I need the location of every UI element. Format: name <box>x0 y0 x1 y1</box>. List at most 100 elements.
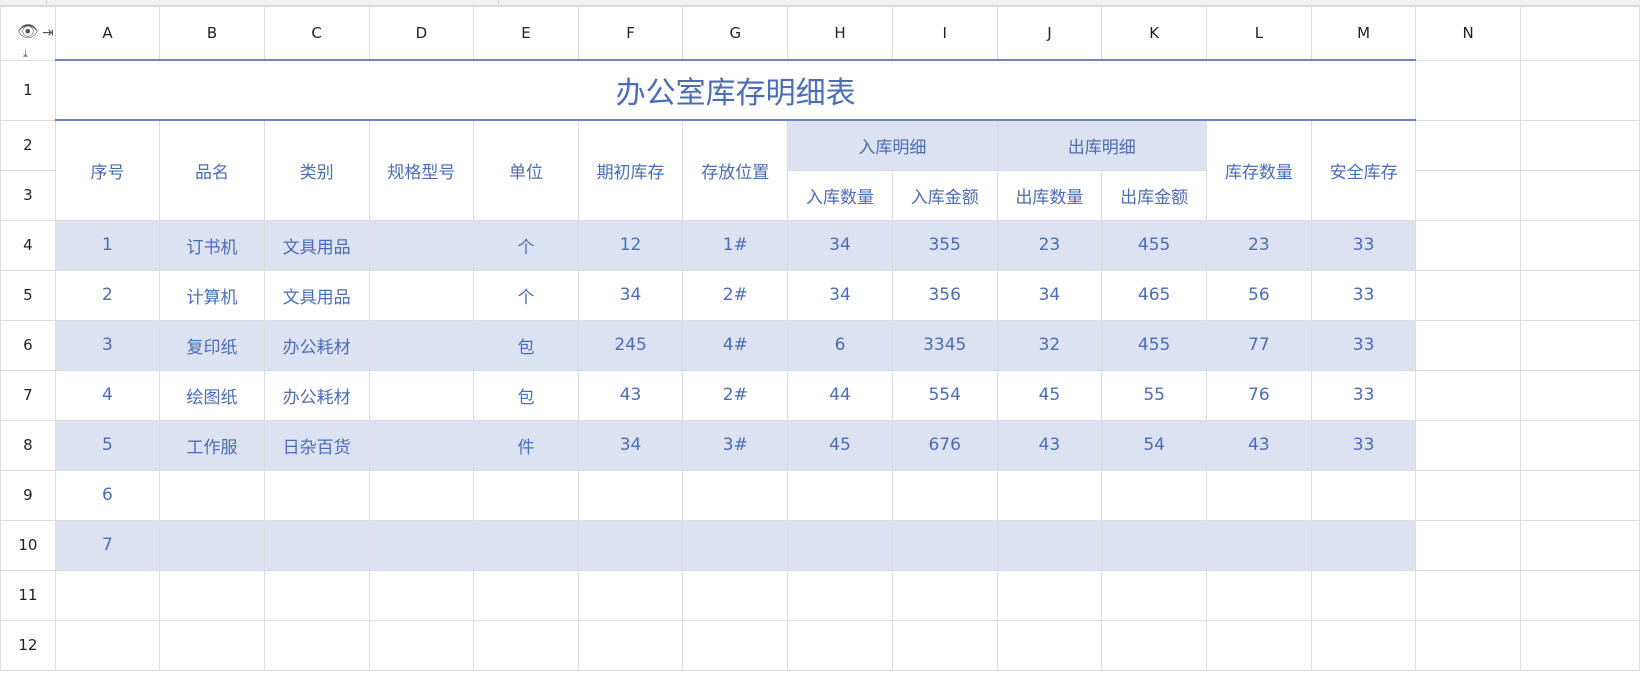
collapse-rows-icon[interactable]: ⤓ <box>23 47 28 60</box>
header-stock-qty[interactable]: 库存数量 <box>1206 119 1312 221</box>
cell[interactable] <box>787 569 893 621</box>
header-name[interactable]: 品名 <box>159 119 265 221</box>
cell[interactable] <box>1415 319 1521 371</box>
item-cell[interactable] <box>473 519 579 571</box>
item-cell[interactable]: 文具用品 <box>263 269 370 321</box>
item-cell[interactable]: 245 <box>577 319 684 371</box>
item-cell[interactable]: 45 <box>787 419 893 471</box>
item-cell[interactable]: 4 <box>54 369 161 421</box>
item-cell[interactable]: 34 <box>577 419 684 471</box>
item-cell[interactable] <box>368 369 475 421</box>
item-cell[interactable]: 3 <box>54 319 161 371</box>
item-cell[interactable] <box>787 469 893 521</box>
row-header-10[interactable]: 10 <box>0 519 56 571</box>
cell[interactable] <box>891 619 998 671</box>
cell[interactable] <box>1101 619 1208 671</box>
item-cell[interactable]: 日杂百货 <box>263 419 370 471</box>
formula-bar[interactable] <box>47 0 499 4</box>
item-cell[interactable] <box>263 519 370 571</box>
item-cell[interactable]: 356 <box>891 269 998 321</box>
cell[interactable] <box>1206 569 1312 621</box>
item-cell[interactable] <box>368 469 475 521</box>
item-cell[interactable] <box>1206 469 1312 521</box>
item-cell[interactable]: 355 <box>891 219 998 271</box>
item-cell[interactable]: 33 <box>1310 269 1417 321</box>
column-header-k[interactable]: K <box>1101 6 1208 61</box>
header-inbound-amount[interactable]: 入库金额 <box>891 169 998 221</box>
item-cell[interactable]: 455 <box>1101 319 1208 371</box>
column-header-j[interactable]: J <box>996 6 1103 61</box>
item-cell[interactable]: 工作服 <box>159 419 265 471</box>
item-cell[interactable] <box>996 469 1103 521</box>
item-cell[interactable]: 33 <box>1310 319 1417 371</box>
item-cell[interactable] <box>891 469 998 521</box>
item-cell[interactable] <box>682 469 789 521</box>
item-cell[interactable]: 55 <box>1101 369 1208 421</box>
cell[interactable] <box>54 569 161 621</box>
cell[interactable] <box>263 619 370 671</box>
cell[interactable] <box>1519 369 1640 421</box>
cell[interactable] <box>263 569 370 621</box>
item-cell[interactable]: 6 <box>54 469 161 521</box>
cell[interactable] <box>1415 369 1521 421</box>
item-cell[interactable] <box>1310 519 1417 571</box>
eye-icon[interactable]: 👁 <box>17 22 39 42</box>
column-header-c[interactable]: C <box>263 6 370 61</box>
cell[interactable] <box>1519 169 1640 221</box>
header-location[interactable]: 存放位置 <box>682 119 789 221</box>
item-cell[interactable]: 33 <box>1310 369 1417 421</box>
item-cell[interactable] <box>368 319 475 371</box>
column-header-g[interactable]: G <box>682 6 789 61</box>
item-cell[interactable]: 45 <box>996 369 1103 421</box>
item-cell[interactable]: 455 <box>1101 219 1208 271</box>
item-cell[interactable] <box>159 519 265 571</box>
item-cell[interactable]: 个 <box>473 219 579 271</box>
item-cell[interactable] <box>263 469 370 521</box>
cell[interactable] <box>1415 619 1521 671</box>
item-cell[interactable]: 34 <box>577 269 684 321</box>
item-cell[interactable] <box>368 419 475 471</box>
item-cell[interactable]: 554 <box>891 369 998 421</box>
cell[interactable] <box>577 569 684 621</box>
cell[interactable] <box>577 619 684 671</box>
cell[interactable] <box>891 569 998 621</box>
item-cell[interactable]: 23 <box>996 219 1103 271</box>
item-cell[interactable] <box>891 519 998 571</box>
column-header-n[interactable]: N <box>1415 6 1521 61</box>
item-cell[interactable]: 办公耗材 <box>263 319 370 371</box>
cell[interactable] <box>1415 269 1521 321</box>
item-cell[interactable]: 44 <box>787 369 893 421</box>
item-cell[interactable]: 文具用品 <box>263 219 370 271</box>
item-cell[interactable]: 33 <box>1310 419 1417 471</box>
column-header-l[interactable]: L <box>1206 6 1312 61</box>
item-cell[interactable]: 2# <box>682 269 789 321</box>
item-cell[interactable]: 32 <box>996 319 1103 371</box>
cell[interactable] <box>1415 219 1521 271</box>
header-outbound-group[interactable]: 出库明细 <box>996 119 1208 171</box>
item-cell[interactable]: 23 <box>1206 219 1312 271</box>
item-cell[interactable]: 3345 <box>891 319 998 371</box>
cell[interactable] <box>1519 219 1640 271</box>
row-header-7[interactable]: 7 <box>0 369 56 421</box>
item-cell[interactable]: 43 <box>996 419 1103 471</box>
item-cell[interactable]: 76 <box>1206 369 1312 421</box>
row-header-1[interactable]: 1 <box>0 59 56 121</box>
column-header-i[interactable]: I <box>891 6 998 61</box>
item-cell[interactable]: 6 <box>787 319 893 371</box>
cell[interactable] <box>1415 59 1521 121</box>
item-cell[interactable] <box>996 519 1103 571</box>
item-cell[interactable]: 56 <box>1206 269 1312 321</box>
item-cell[interactable]: 个 <box>473 269 579 321</box>
item-cell[interactable]: 676 <box>891 419 998 471</box>
item-cell[interactable] <box>1310 469 1417 521</box>
item-cell[interactable] <box>1101 469 1208 521</box>
header-inbound-group[interactable]: 入库明细 <box>787 119 998 171</box>
item-cell[interactable] <box>1101 519 1208 571</box>
item-cell[interactable]: 3# <box>682 419 789 471</box>
row-header-8[interactable]: 8 <box>0 419 56 471</box>
item-cell[interactable]: 件 <box>473 419 579 471</box>
name-box[interactable] <box>0 0 47 4</box>
item-cell[interactable] <box>787 519 893 571</box>
header-outbound-qty[interactable]: 出库数量 <box>996 169 1103 221</box>
header-inbound-qty[interactable]: 入库数量 <box>787 169 893 221</box>
